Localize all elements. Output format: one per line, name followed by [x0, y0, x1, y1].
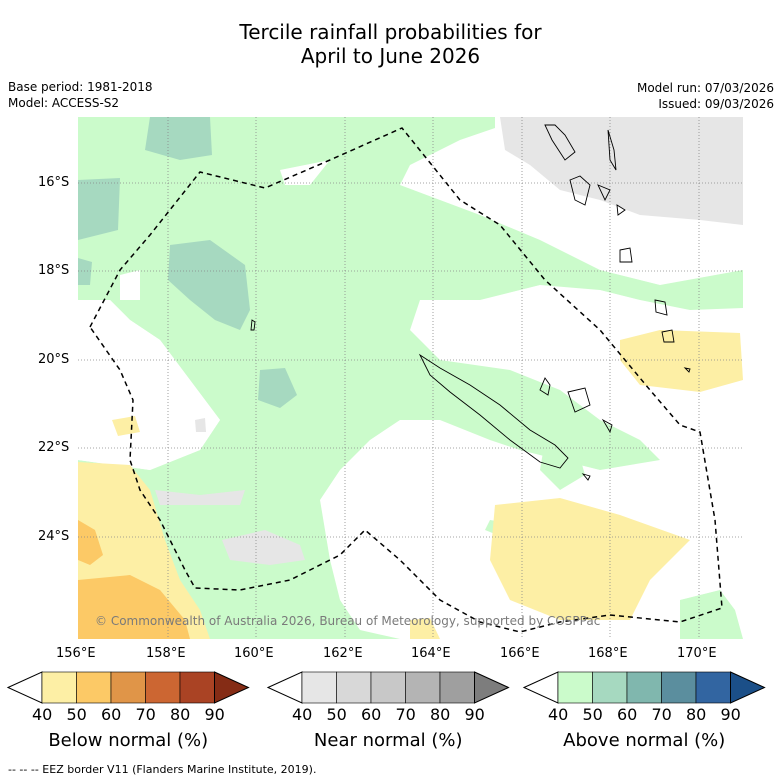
colorbar-segment	[179, 671, 215, 704]
colorbar-segment	[592, 671, 628, 704]
colorbar-segment	[661, 671, 697, 704]
colorbar-tick: 50	[66, 705, 87, 724]
map-title-line2: April to June 2026	[300, 44, 481, 68]
longitude-label: 168°E	[588, 646, 628, 661]
colorbar-segment	[145, 671, 181, 704]
colorbar-2	[266, 671, 510, 704]
colorbar-segment	[301, 671, 337, 704]
colorbar-segment	[41, 671, 77, 704]
eez-border	[89, 127, 723, 633]
colorbar-tick: 40	[292, 705, 313, 724]
colorbar-segment	[266, 671, 303, 704]
longitude-label: 156°E	[56, 646, 96, 661]
colorbar-tick: 50	[582, 705, 603, 724]
colorbar-tick: 90	[204, 705, 225, 724]
colorbar-segment	[439, 671, 475, 704]
colorbar-segment	[336, 671, 372, 704]
colorbar-tick: 90	[464, 705, 485, 724]
colorbar-segment	[522, 671, 559, 704]
latitude-label: 20°S	[38, 352, 70, 367]
copyright-text: © Commonwealth of Australia 2026, Bureau…	[95, 614, 601, 628]
colorbar-tick: 40	[32, 705, 53, 724]
colorbar-tick: 80	[430, 705, 451, 724]
colorbar-tick: 70	[395, 705, 416, 724]
colorbar-segment	[76, 671, 112, 704]
colorbar-segment	[405, 671, 441, 704]
map-title-line1: Tercile rainfall probabilities for	[239, 20, 542, 44]
coastlines	[250, 124, 691, 481]
colorbar-label: Near normal (%)	[313, 730, 463, 751]
colorbar-tick: 60	[361, 705, 382, 724]
colorbar-label: Above normal (%)	[563, 730, 726, 751]
near-normal-region	[500, 117, 743, 225]
longitude-label: 158°E	[146, 646, 186, 661]
colorbar-tick: 70	[135, 705, 156, 724]
colorbar-tick: 60	[101, 705, 122, 724]
colorbar-segment	[695, 671, 731, 704]
longitude-label: 170°E	[677, 646, 717, 661]
colorbar-tick: 40	[548, 705, 569, 724]
colorbar-tick: 80	[170, 705, 191, 724]
colorbar-tick: 50	[326, 705, 347, 724]
latitude-label: 16°S	[38, 175, 70, 190]
colorbar-segment	[626, 671, 662, 704]
colorbar-tick: 90	[720, 705, 741, 724]
longitude-label: 160°E	[234, 646, 274, 661]
colorbar-segment	[214, 671, 250, 704]
base-period: Base period: 1981-2018	[8, 80, 153, 94]
colorbar-segment	[730, 671, 766, 704]
model-name: Model: ACCESS-S2	[8, 96, 120, 110]
probability-field	[78, 117, 743, 639]
eez-legend: -- -- -- EEZ border V11 (Flanders Marine…	[8, 763, 317, 776]
colorbar-1	[6, 671, 250, 704]
longitude-label: 166°E	[500, 646, 540, 661]
new-caledonia-island	[418, 353, 569, 469]
colorbar-tick: 60	[617, 705, 638, 724]
latitude-label: 24°S	[38, 529, 70, 544]
below-normal-strong-region	[78, 520, 103, 565]
colorbar-segment	[474, 671, 510, 704]
vanuatu-islands	[544, 124, 576, 161]
latitude-label: 22°S	[38, 440, 70, 455]
colorbar-segment	[370, 671, 406, 704]
above-normal-region	[78, 117, 743, 639]
colorbar-label: Below normal (%)	[48, 730, 209, 751]
colorbar-segment	[557, 671, 593, 704]
longitude-label: 162°E	[323, 646, 363, 661]
colorbar-tick: 80	[686, 705, 707, 724]
issued-date: Issued: 09/03/2026	[658, 97, 774, 111]
colorbar-3	[522, 671, 766, 704]
colorbar-segment	[6, 671, 43, 704]
longitude-label: 164°E	[411, 646, 451, 661]
colorbar-segment	[110, 671, 146, 704]
model-run: Model run: 07/03/2026	[636, 81, 774, 95]
above-normal-strong-region	[145, 117, 212, 160]
colorbar-tick: 70	[651, 705, 672, 724]
latitude-label: 18°S	[38, 263, 70, 278]
